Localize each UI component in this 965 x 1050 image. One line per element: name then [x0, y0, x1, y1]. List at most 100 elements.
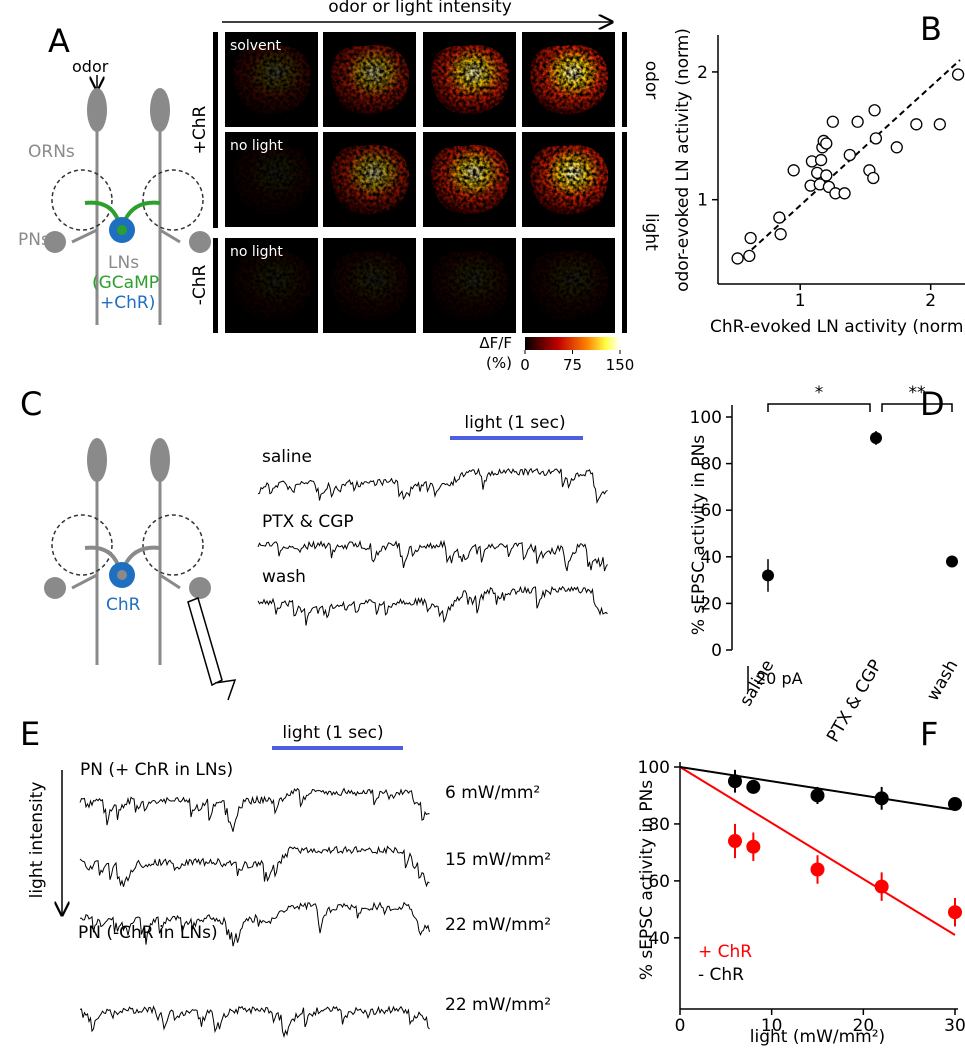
point	[951, 68, 965, 81]
panel-label: F	[920, 715, 938, 753]
point	[948, 905, 962, 920]
point	[814, 153, 828, 167]
trace	[79, 845, 430, 888]
point	[773, 211, 786, 224]
point	[843, 148, 856, 162]
image-signal	[530, 45, 609, 115]
trace-label: PN (+ ChR in LNs)	[80, 760, 233, 780]
y-tick-label: 2	[697, 63, 708, 83]
panel-label: A	[48, 22, 70, 60]
image-signal	[233, 145, 312, 215]
y-tick-label: 80	[700, 455, 722, 475]
y-tick-label: 60	[700, 501, 722, 521]
colorbar-unit: (%)	[486, 354, 512, 372]
point	[933, 118, 946, 131]
group-bar	[622, 132, 627, 333]
point	[746, 779, 761, 794]
traces	[79, 467, 608, 1039]
trace-label: saline	[262, 447, 312, 467]
point	[890, 141, 903, 154]
panel-label: B	[920, 10, 942, 48]
point	[820, 169, 833, 182]
image-signal	[233, 251, 312, 321]
unity-line	[736, 59, 961, 264]
x-tick-label: 30	[944, 1016, 965, 1036]
colorbar-label: ΔF/F	[479, 334, 512, 352]
colorbar-ticks: 0 75 150	[520, 350, 634, 374]
light-label: light (1 sec)	[282, 723, 383, 743]
image-grid	[225, 32, 615, 333]
image-signal	[530, 251, 609, 321]
point	[787, 164, 800, 177]
trace	[79, 901, 430, 947]
trace-label: wash	[262, 567, 306, 587]
image-signal	[331, 145, 410, 215]
scale-label: 20 pA	[756, 669, 803, 688]
panel-label: E	[20, 715, 40, 753]
diagram-label: LNs	[108, 253, 139, 273]
colorbar-tick-label: 150	[606, 356, 635, 374]
point	[728, 834, 742, 849]
intensity-label: 22 mW/mm²	[445, 995, 551, 1015]
significance-label: *	[815, 383, 824, 403]
diagram-label: ORNs	[28, 142, 75, 162]
point	[762, 569, 774, 582]
trace	[257, 467, 608, 504]
x-tick-label: PTX & CGP	[823, 657, 886, 746]
y-tick-label: 100	[690, 408, 722, 428]
panel-label: C	[20, 385, 42, 423]
circuit-diagram-c	[44, 438, 237, 701]
point	[746, 839, 761, 854]
image-label: solvent	[230, 38, 282, 54]
axis-label: light intensity	[27, 782, 47, 899]
circuit-diagram-a	[44, 75, 211, 325]
y-tick-label: 100	[638, 758, 670, 778]
point	[874, 879, 889, 894]
row-group: +ChR	[190, 105, 210, 154]
trace	[79, 1005, 430, 1039]
x-tick-label: wash	[923, 657, 962, 705]
intensity-label: 6 mW/mm²	[445, 783, 540, 803]
light-bar	[450, 436, 583, 440]
point	[774, 228, 787, 241]
intensity-label: 15 mW/mm²	[445, 850, 551, 870]
point	[810, 788, 825, 803]
image-signal	[233, 45, 312, 115]
image-label: no light	[230, 244, 283, 260]
y-tick-label: 60	[648, 872, 670, 892]
point	[946, 555, 958, 568]
point	[728, 774, 742, 789]
diagram-label: (GCaMP	[92, 273, 159, 293]
y-tick-label: 1	[697, 191, 708, 211]
x-tick-label: 1	[795, 291, 806, 311]
y-tick-label: 0	[711, 641, 722, 661]
point	[851, 115, 864, 128]
point	[731, 252, 744, 265]
colorbar	[525, 337, 620, 350]
y-axis-label: % sEPSC activity in PNs	[637, 780, 657, 980]
intensity-label: 22 mW/mm²	[445, 915, 551, 935]
trace	[257, 585, 608, 626]
legend-entry: - ChR	[698, 965, 744, 985]
trace-label: PTX & CGP	[262, 512, 354, 532]
point	[744, 231, 757, 245]
trace	[257, 539, 608, 572]
point	[826, 115, 839, 128]
image-signal	[431, 145, 510, 215]
colorbar-tick-label: 0	[520, 356, 530, 374]
row-group: -ChR	[190, 265, 210, 306]
point	[948, 797, 962, 812]
x-tick-label: 2	[925, 291, 936, 311]
x-axis-label: light (mW/mm²)	[750, 1027, 885, 1047]
fit-line	[679, 766, 956, 936]
colorbar-tick-label: 75	[563, 356, 582, 374]
light-label: light (1 sec)	[464, 413, 565, 433]
point	[870, 431, 882, 444]
significance-label: **	[909, 383, 926, 403]
column-group: light	[641, 213, 661, 251]
image-signal	[431, 45, 510, 115]
diagram-label: +ChR)	[100, 293, 155, 313]
point	[874, 791, 889, 806]
